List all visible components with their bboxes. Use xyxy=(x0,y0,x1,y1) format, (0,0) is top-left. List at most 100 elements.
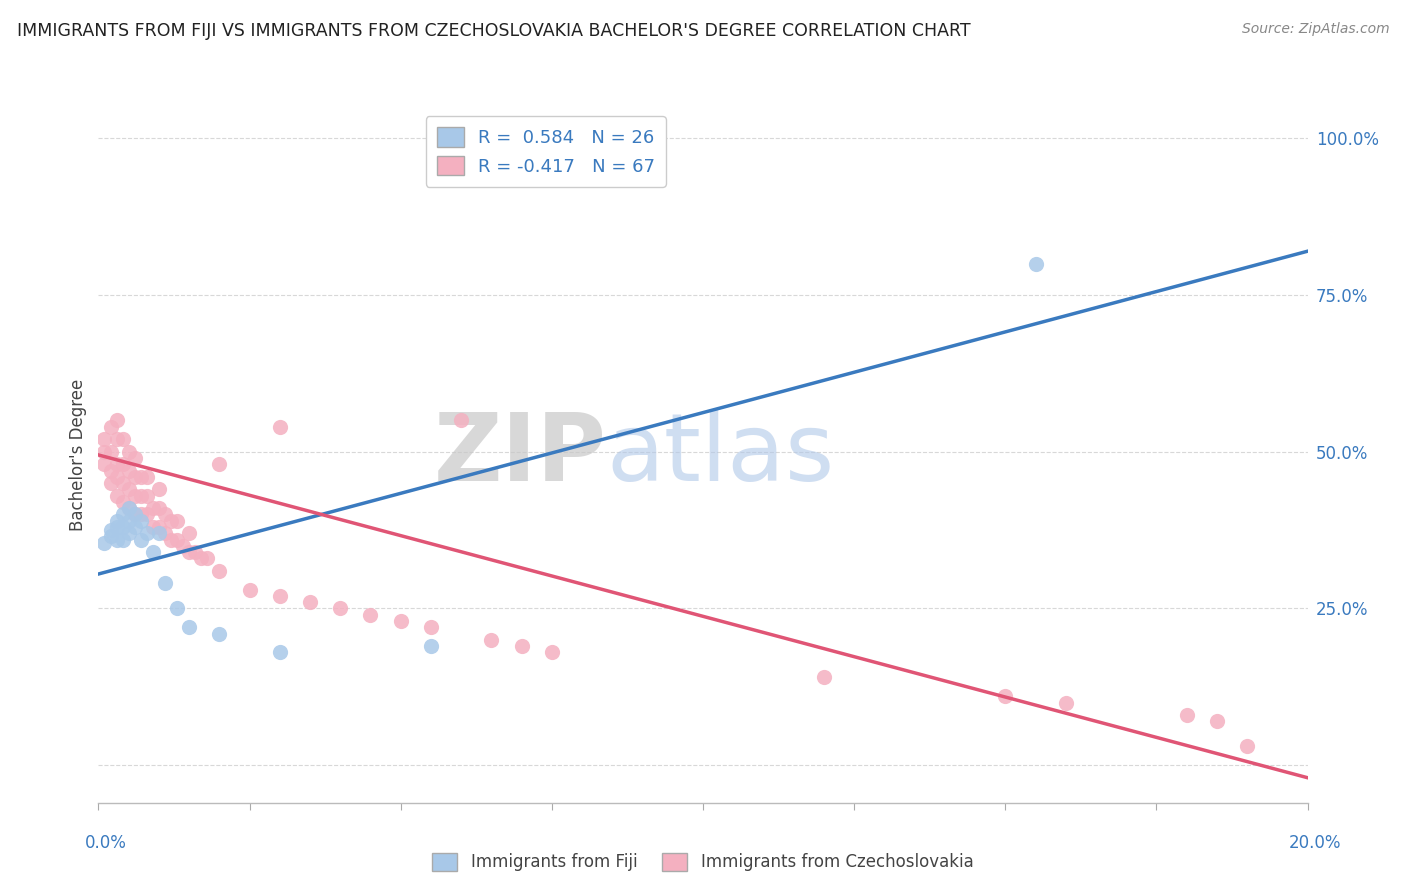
Point xyxy=(540,645,562,659)
Point xyxy=(160,533,183,547)
Point xyxy=(269,589,291,603)
Point xyxy=(172,539,194,553)
Point xyxy=(208,564,231,578)
Text: 20.0%: 20.0% xyxy=(1288,834,1341,852)
Point xyxy=(100,419,122,434)
Point xyxy=(148,520,170,534)
Point xyxy=(190,551,212,566)
Point xyxy=(111,495,134,509)
Point xyxy=(195,551,218,566)
Point xyxy=(118,501,141,516)
Point xyxy=(148,526,170,541)
Point xyxy=(124,520,146,534)
Point xyxy=(184,545,207,559)
Point xyxy=(148,483,170,497)
Text: 0.0%: 0.0% xyxy=(84,834,127,852)
Point xyxy=(105,458,128,472)
Point xyxy=(100,444,122,458)
Point xyxy=(118,444,141,458)
Point xyxy=(111,476,134,491)
Point xyxy=(153,508,176,522)
Point xyxy=(105,432,128,446)
Point xyxy=(105,489,128,503)
Point xyxy=(299,595,322,609)
Point xyxy=(269,645,291,659)
Point xyxy=(124,470,146,484)
Point xyxy=(118,501,141,516)
Point xyxy=(129,489,152,503)
Point xyxy=(111,508,134,522)
Point xyxy=(269,419,291,434)
Point xyxy=(118,483,141,497)
Point xyxy=(105,470,128,484)
Point xyxy=(1236,739,1258,754)
Point xyxy=(129,533,152,547)
Point xyxy=(1024,257,1046,271)
Point xyxy=(1206,714,1229,729)
Y-axis label: Bachelor's Degree: Bachelor's Degree xyxy=(69,379,87,531)
Point xyxy=(129,514,152,528)
Point xyxy=(135,526,157,541)
Point xyxy=(481,632,503,647)
Point xyxy=(450,413,472,427)
Point xyxy=(329,601,352,615)
Point xyxy=(239,582,262,597)
Point xyxy=(100,529,122,543)
Point xyxy=(124,508,146,522)
Point xyxy=(135,508,157,522)
Point xyxy=(124,451,146,466)
Point xyxy=(177,545,201,559)
Point xyxy=(118,514,141,528)
Point xyxy=(105,514,128,528)
Point xyxy=(93,535,115,549)
Point xyxy=(93,458,115,472)
Point xyxy=(142,545,165,559)
Point xyxy=(111,520,134,534)
Point xyxy=(105,533,128,547)
Point xyxy=(813,670,835,684)
Point xyxy=(419,639,441,653)
Point xyxy=(100,523,122,537)
Text: atlas: atlas xyxy=(606,409,835,501)
Point xyxy=(153,576,176,591)
Point xyxy=(124,489,146,503)
Point xyxy=(153,526,176,541)
Point xyxy=(994,690,1017,704)
Point xyxy=(208,458,231,472)
Text: ZIP: ZIP xyxy=(433,409,606,501)
Point xyxy=(100,464,122,478)
Text: IMMIGRANTS FROM FIJI VS IMMIGRANTS FROM CZECHOSLOVAKIA BACHELOR'S DEGREE CORRELA: IMMIGRANTS FROM FIJI VS IMMIGRANTS FROM … xyxy=(17,22,970,40)
Point xyxy=(135,489,157,503)
Point xyxy=(111,533,134,547)
Point xyxy=(105,520,128,534)
Point xyxy=(93,432,115,446)
Point xyxy=(129,470,152,484)
Point xyxy=(177,620,201,634)
Point xyxy=(166,514,188,528)
Point xyxy=(124,508,146,522)
Point xyxy=(105,413,128,427)
Point xyxy=(142,520,165,534)
Point xyxy=(129,508,152,522)
Text: Source: ZipAtlas.com: Source: ZipAtlas.com xyxy=(1241,22,1389,37)
Point xyxy=(160,514,183,528)
Point xyxy=(166,601,188,615)
Point xyxy=(419,620,441,634)
Point xyxy=(135,470,157,484)
Point xyxy=(166,533,188,547)
Point xyxy=(118,526,141,541)
Point xyxy=(142,501,165,516)
Point xyxy=(148,501,170,516)
Point xyxy=(208,626,231,640)
Point xyxy=(177,526,201,541)
Point xyxy=(111,432,134,446)
Point xyxy=(1054,696,1077,710)
Point xyxy=(510,639,533,653)
Point xyxy=(93,444,115,458)
Point xyxy=(111,458,134,472)
Point xyxy=(100,476,122,491)
Legend: Immigrants from Fiji, Immigrants from Czechoslovakia: Immigrants from Fiji, Immigrants from Cz… xyxy=(426,846,980,878)
Point xyxy=(1175,708,1198,723)
Point xyxy=(360,607,382,622)
Point xyxy=(389,614,412,628)
